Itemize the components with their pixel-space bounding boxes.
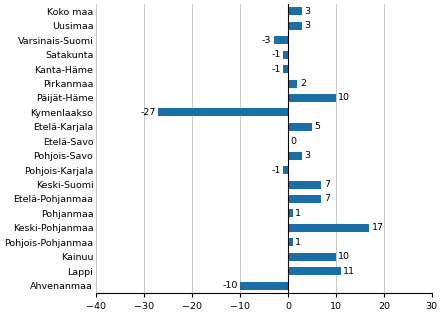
Text: 1: 1 (295, 238, 301, 247)
Bar (283, 65, 288, 73)
Text: 3: 3 (305, 21, 311, 30)
Text: 7: 7 (324, 194, 330, 203)
Bar (288, 180, 321, 189)
Bar (288, 224, 370, 232)
Bar (288, 22, 302, 30)
Bar (288, 152, 302, 160)
Text: 3: 3 (305, 151, 311, 160)
Text: 10: 10 (338, 94, 350, 102)
Text: 7: 7 (324, 180, 330, 189)
Text: -1: -1 (271, 50, 281, 59)
Text: 3: 3 (305, 7, 311, 16)
Bar (288, 94, 336, 102)
Text: 10: 10 (338, 252, 350, 261)
Text: 1: 1 (295, 209, 301, 218)
Text: -27: -27 (141, 108, 156, 117)
Bar (288, 238, 293, 246)
Bar (288, 267, 341, 275)
Text: 17: 17 (372, 223, 384, 232)
Text: 2: 2 (300, 79, 306, 88)
Text: -1: -1 (271, 65, 281, 74)
Bar (240, 282, 288, 289)
Bar (288, 123, 312, 131)
Text: 0: 0 (290, 137, 296, 146)
Bar (288, 209, 293, 217)
Bar (288, 8, 302, 15)
Bar (158, 108, 288, 116)
Text: -10: -10 (222, 281, 237, 290)
Bar (283, 51, 288, 59)
Text: -3: -3 (262, 36, 271, 45)
Bar (288, 195, 321, 203)
Text: -1: -1 (271, 166, 281, 175)
Text: 5: 5 (314, 122, 320, 131)
Bar (274, 36, 288, 44)
Bar (283, 166, 288, 174)
Bar (288, 253, 336, 261)
Bar (288, 80, 297, 88)
Text: 11: 11 (343, 267, 355, 276)
